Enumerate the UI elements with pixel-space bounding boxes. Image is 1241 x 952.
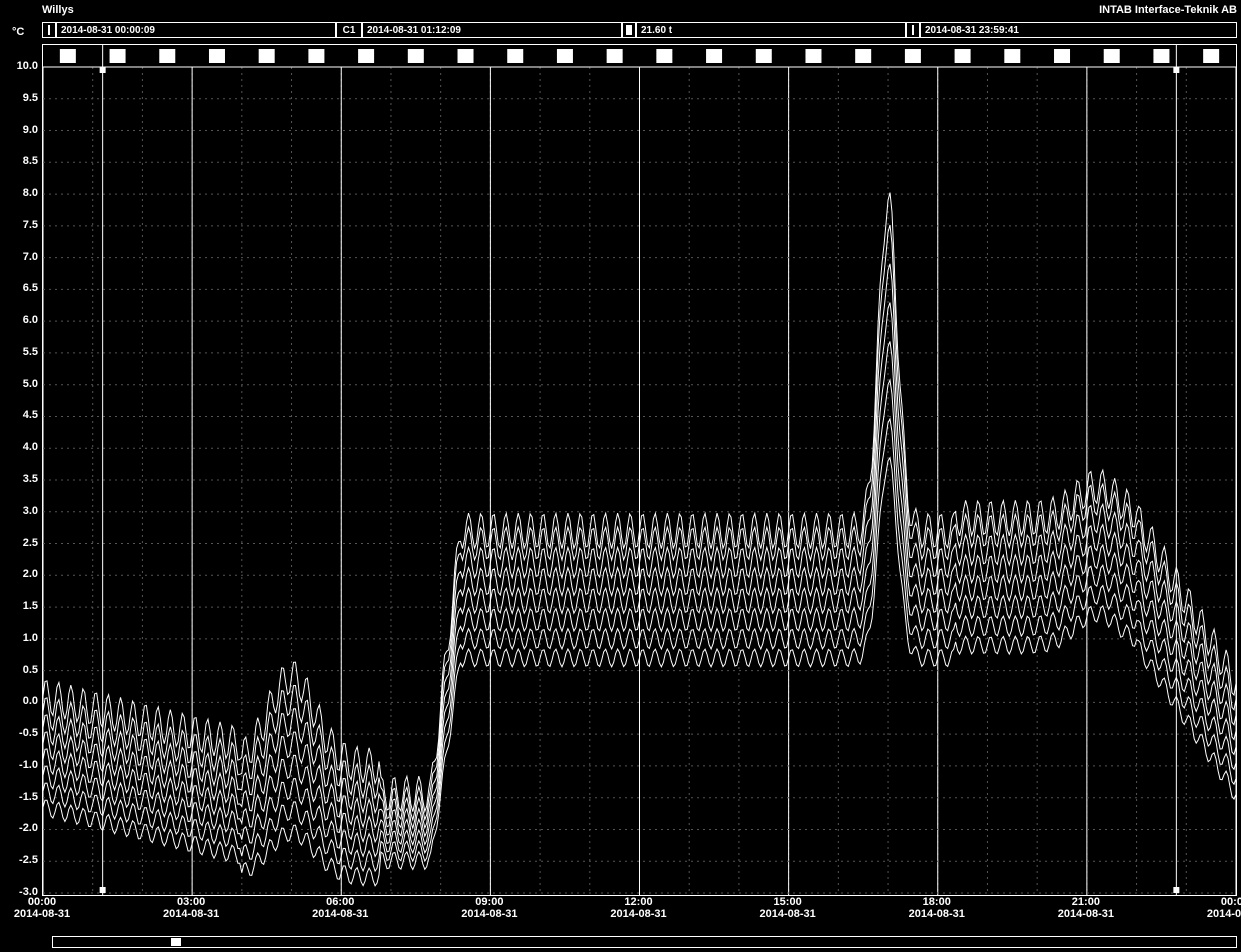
y-tick-label: -1.0 — [4, 759, 38, 771]
time-scrollbar-thumb[interactable] — [171, 938, 181, 946]
y-tick-label: 1.5 — [4, 600, 38, 612]
y-tick-label: 4.5 — [4, 409, 38, 421]
value-marker-icon — [622, 22, 636, 38]
y-tick-label: 3.5 — [4, 473, 38, 485]
value-readout: 21.60 t — [641, 25, 672, 36]
channel-label: C1 — [336, 22, 362, 38]
y-tick-label: 5.0 — [4, 378, 38, 390]
y-tick-label: 7.5 — [4, 219, 38, 231]
y-tick-label: 4.0 — [4, 441, 38, 453]
cursor-start-time-value: 2014-08-31 00:00:09 — [61, 25, 155, 36]
y-tick-label: 10.0 — [4, 60, 38, 72]
x-tick-label: 21:002014-08-31 — [1046, 896, 1126, 920]
chart-plot-area[interactable] — [42, 44, 1237, 896]
cursor-c1-time-field[interactable]: 2014-08-31 01:12:09 — [362, 22, 622, 38]
y-tick-label: 9.0 — [4, 124, 38, 136]
y-tick-label: 6.5 — [4, 282, 38, 294]
chart-svg — [43, 45, 1236, 895]
y-tick-label: -2.0 — [4, 822, 38, 834]
y-tick-label: 8.5 — [4, 155, 38, 167]
y-tick-label: 3.0 — [4, 505, 38, 517]
y-tick-label: -0.5 — [4, 727, 38, 739]
y-tick-label: 9.5 — [4, 92, 38, 104]
chart-toolbar: 2014-08-31 00:00:09 C1 2014-08-31 01:12:… — [42, 22, 1237, 40]
x-tick-label: 12:002014-08-31 — [599, 896, 679, 920]
x-tick-label: 09:002014-08-31 — [449, 896, 529, 920]
y-tick-label: 6.0 — [4, 314, 38, 326]
page-title-left: Willys — [42, 4, 74, 16]
y-tick-label: 2.5 — [4, 537, 38, 549]
cursor-c1-time-value: 2014-08-31 01:12:09 — [367, 25, 461, 36]
y-tick-label: -1.5 — [4, 791, 38, 803]
value-field: 21.60 t — [636, 22, 906, 38]
x-tick-label: 06:002014-08-31 — [300, 896, 380, 920]
cursor-start-icon[interactable] — [42, 22, 56, 38]
y-tick-label: 1.0 — [4, 632, 38, 644]
y-tick-label: -2.5 — [4, 854, 38, 866]
cursor-end-icon[interactable] — [906, 22, 920, 38]
x-tick-label: 03:002014-08-31 — [151, 896, 231, 920]
x-tick-label: 18:002014-08-31 — [897, 896, 977, 920]
cursor-end-time-value: 2014-08-31 23:59:41 — [925, 25, 1019, 36]
x-tick-label: 00:002014-08-31 — [2, 896, 82, 920]
cursor-start-time-field[interactable]: 2014-08-31 00:00:09 — [56, 22, 336, 38]
y-axis-label: °C — [12, 26, 24, 38]
y-tick-label: 5.5 — [4, 346, 38, 358]
y-tick-label: 0.5 — [4, 664, 38, 676]
x-tick-label: 00:002014-09-01 — [1195, 896, 1241, 920]
time-scrollbar[interactable] — [52, 936, 1237, 948]
chart-page: Willys INTAB Interface-Teknik AB °C 2014… — [0, 0, 1241, 952]
x-tick-label: 15:002014-08-31 — [748, 896, 828, 920]
y-tick-label: 2.0 — [4, 568, 38, 580]
y-tick-label: 0.0 — [4, 695, 38, 707]
page-title-right: INTAB Interface-Teknik AB — [1099, 4, 1237, 16]
cursor-end-time-field[interactable]: 2014-08-31 23:59:41 — [920, 22, 1237, 38]
y-tick-label: 7.0 — [4, 251, 38, 263]
y-tick-label: 8.0 — [4, 187, 38, 199]
